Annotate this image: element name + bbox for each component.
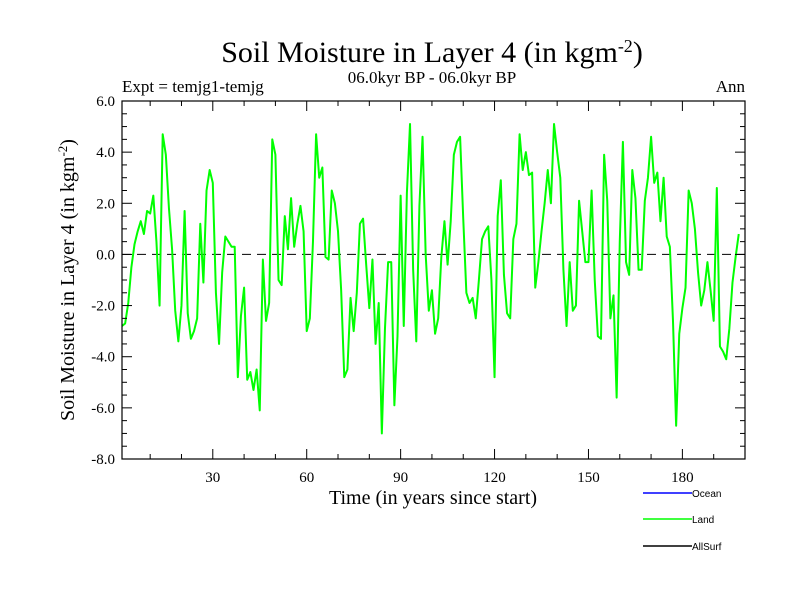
x-tick-label: 60 (299, 470, 314, 486)
x-tick-label: 30 (205, 470, 220, 486)
chart-title: Soil Moisture in Layer 4 (in kgm-2) (221, 36, 643, 69)
y-tick-label: -2.0 (91, 299, 115, 315)
experiment-label: Expt = temjg1-temjg (122, 77, 264, 96)
x-axis-label: Time (in years since start) (329, 487, 537, 509)
legend-label: Ocean (692, 489, 721, 500)
y-tick-label: 2.0 (96, 196, 115, 212)
y-tick-label: 6.0 (96, 94, 115, 110)
x-tick-label: 150 (577, 470, 600, 486)
y-tick-label: -4.0 (91, 350, 115, 366)
legend-item-land: Land (643, 515, 714, 526)
legend-item-allsurf: AllSurf (643, 542, 722, 553)
legend-label: AllSurf (692, 542, 722, 553)
legend: Ocean Land AllSurf (643, 489, 722, 553)
y-tick-label: 4.0 (96, 145, 115, 161)
season-label: Ann (716, 77, 746, 96)
tick-layer: 30 60 90 120 150 180 -8.0 -6.0 -4.0 -2.0 0.0 2.0 4.0… (91, 94, 745, 486)
x-tick-label: 120 (483, 470, 506, 486)
y-tick-label: 0.0 (96, 247, 115, 263)
chart-subtitle: 06.0kyr BP - 06.0kyr BP (348, 68, 516, 87)
x-tick-label: 90 (393, 470, 408, 486)
y-tick-label: -8.0 (91, 452, 115, 468)
legend-label: Land (692, 515, 714, 526)
series-layer (121, 123, 740, 435)
series-line-land (121, 123, 740, 435)
y-tick-label: -6.0 (91, 401, 115, 417)
y-axis-label: Soil Moisture in Layer 4 (in kgm-2) (55, 139, 80, 421)
x-tick-label: 180 (671, 470, 694, 486)
legend-item-ocean: Ocean (643, 489, 721, 500)
